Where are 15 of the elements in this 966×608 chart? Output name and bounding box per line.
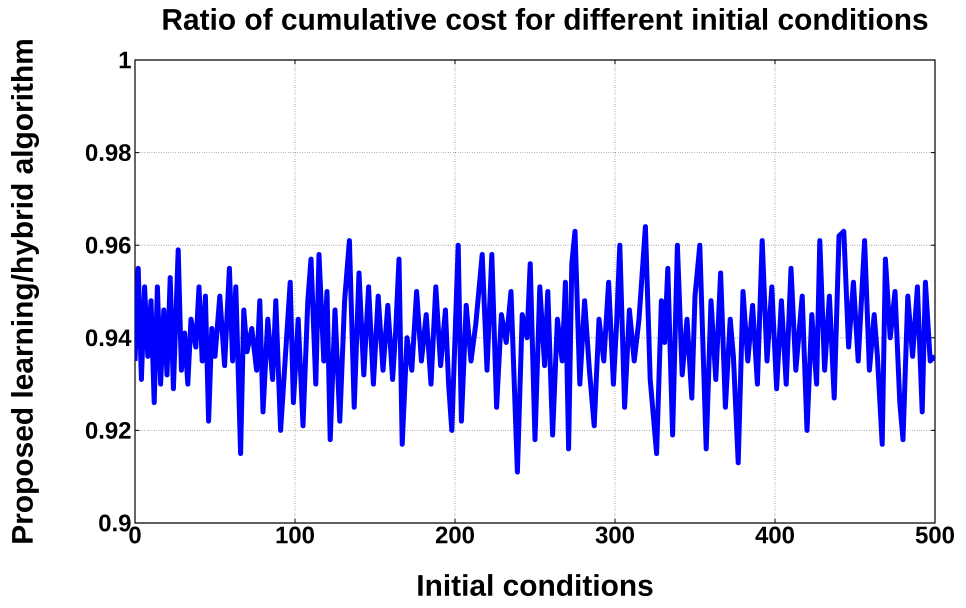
x-tick-label: 500 [916, 526, 954, 544]
chart-title: Ratio of cumulative cost for different initial conditions [163, 8, 928, 30]
y-tick-label: 0.9 [99, 514, 131, 532]
x-tick-label: 0 [129, 526, 141, 544]
x-tick-label: 300 [596, 526, 634, 544]
x-tick-label: 200 [436, 526, 474, 544]
y-tick-label: 0.92 [86, 422, 131, 439]
y-tick-label: 0.94 [86, 329, 132, 346]
x-tick-label: 400 [755, 526, 794, 544]
y-tick-label: 0.96 [86, 236, 131, 254]
x-tick-label: 100 [276, 526, 314, 544]
x-axis-title: Initial conditions [418, 574, 653, 596]
y-tick-label: 0.98 [86, 144, 131, 162]
y-axis-title: Proposed learning/hybrid algorithm [11, 40, 39, 543]
y-tick-label: 1 [120, 52, 131, 68]
